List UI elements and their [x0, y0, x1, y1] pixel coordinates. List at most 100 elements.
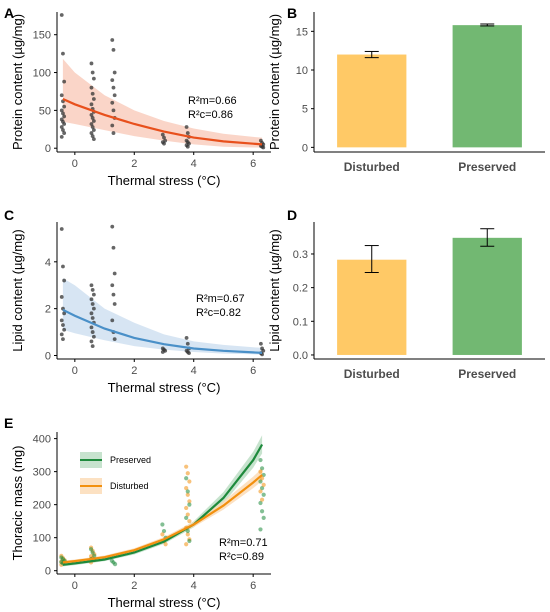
data-point	[187, 519, 192, 524]
data-point	[91, 334, 96, 339]
fit-line-disturbed	[62, 474, 263, 564]
data-point	[90, 344, 95, 349]
data-point	[112, 93, 117, 98]
bar-disturbed	[337, 54, 407, 148]
data-point	[111, 292, 116, 297]
data-point	[92, 553, 97, 558]
confidence-band	[62, 278, 263, 355]
y-axis-title: Lipid content (µg/mg)	[10, 229, 25, 351]
data-point	[88, 547, 94, 552]
y-tick-label: 100	[33, 533, 51, 545]
panel-letter: D	[287, 207, 297, 223]
y-tick-label: 300	[33, 467, 51, 479]
data-point	[112, 561, 118, 567]
data-point	[90, 316, 95, 320]
data-point	[89, 61, 94, 66]
data-point	[161, 528, 167, 534]
data-point	[89, 122, 94, 126]
r-squared-label: R²m=0.67	[196, 293, 245, 305]
panel-letter: E	[4, 415, 13, 431]
data-point	[90, 550, 95, 555]
data-point	[59, 93, 64, 98]
x-tick-label: 4	[191, 365, 197, 377]
data-point	[90, 70, 95, 75]
r-squared-label: R²m=0.71	[219, 537, 268, 549]
category-label: Disturbed	[344, 160, 400, 174]
data-point	[258, 489, 263, 494]
y-tick-label: 0.2	[293, 283, 308, 295]
data-point	[111, 108, 116, 113]
y-tick-label: 100	[33, 68, 51, 80]
data-point	[258, 479, 263, 484]
data-point	[261, 472, 266, 478]
y-axis-title: Protein content (µg/mg)	[10, 14, 25, 150]
legend-label: Preserved	[110, 455, 151, 465]
panel-a: 0 50 100 150 0 2 4 6 Thermal stress (°C) Protein …	[4, 5, 271, 188]
data-point	[89, 325, 94, 330]
data-point	[185, 512, 190, 517]
data-point	[187, 502, 192, 507]
data-point	[59, 125, 64, 129]
y-axis-title: Thoracic mass (mg)	[10, 446, 25, 561]
data-point	[112, 70, 117, 75]
data-point	[61, 128, 65, 132]
legend-label: Disturbed	[110, 481, 149, 491]
bar-disturbed	[337, 259, 407, 355]
bar-preserved	[452, 237, 522, 355]
data-point	[261, 348, 266, 353]
data-point	[162, 135, 166, 140]
panel-d: 0.0 0.1 0.2 0.3 Lipid content (µg/mg) D Distur…	[267, 207, 545, 381]
data-point	[59, 332, 64, 337]
y-tick-label: 200	[33, 500, 51, 512]
data-point	[90, 91, 95, 96]
y-tick-label: 0	[302, 142, 308, 154]
data-point	[62, 104, 67, 109]
x-tick-label: 2	[131, 365, 137, 377]
category-label: Disturbed	[344, 367, 400, 381]
data-point	[91, 128, 96, 132]
x-tick-label: 6	[250, 580, 256, 592]
data-point	[187, 499, 192, 504]
data-point	[184, 515, 189, 520]
y-tick-label: 50	[39, 105, 51, 117]
data-point	[90, 288, 95, 292]
data-point	[90, 330, 95, 334]
y-tick-label: 4	[45, 257, 51, 269]
data-point	[261, 515, 266, 520]
data-point	[89, 283, 94, 288]
data-point	[111, 85, 116, 90]
data-point	[185, 489, 190, 494]
data-point	[61, 51, 65, 56]
data-point	[62, 131, 67, 135]
data-point	[160, 350, 165, 354]
data-point	[112, 337, 117, 341]
y-tick-label: 0	[45, 350, 51, 362]
data-point	[259, 497, 265, 502]
panel-e: 0 100 200 300 400 0 2 4 6 Thermal stress (°C) Thor…	[4, 415, 271, 610]
data-point	[258, 527, 263, 532]
data-point	[89, 131, 94, 135]
y-tick-label: 400	[33, 434, 51, 446]
data-point	[261, 482, 266, 487]
data-point	[62, 114, 67, 119]
y-tick-label: 10	[296, 65, 308, 77]
data-point	[259, 486, 265, 491]
panel-b: 0 5 10 15 Protein content (µg/mg) B Disturbed P…	[267, 5, 545, 174]
data-point	[110, 283, 115, 288]
data-point	[185, 532, 190, 537]
data-point	[59, 227, 64, 231]
data-point	[110, 318, 115, 323]
fit-line	[62, 97, 263, 146]
x-tick-label: 0	[72, 580, 78, 592]
y-tick-label: 2	[45, 304, 51, 316]
data-point	[258, 457, 263, 463]
y-tick-label: 5	[302, 104, 308, 116]
data-point	[62, 79, 67, 84]
data-point	[185, 144, 190, 149]
x-axis-title: Thermal stress (°C)	[108, 595, 221, 610]
data-point	[90, 134, 95, 139]
data-point	[258, 500, 263, 506]
data-point	[160, 132, 165, 137]
data-point	[91, 306, 96, 311]
